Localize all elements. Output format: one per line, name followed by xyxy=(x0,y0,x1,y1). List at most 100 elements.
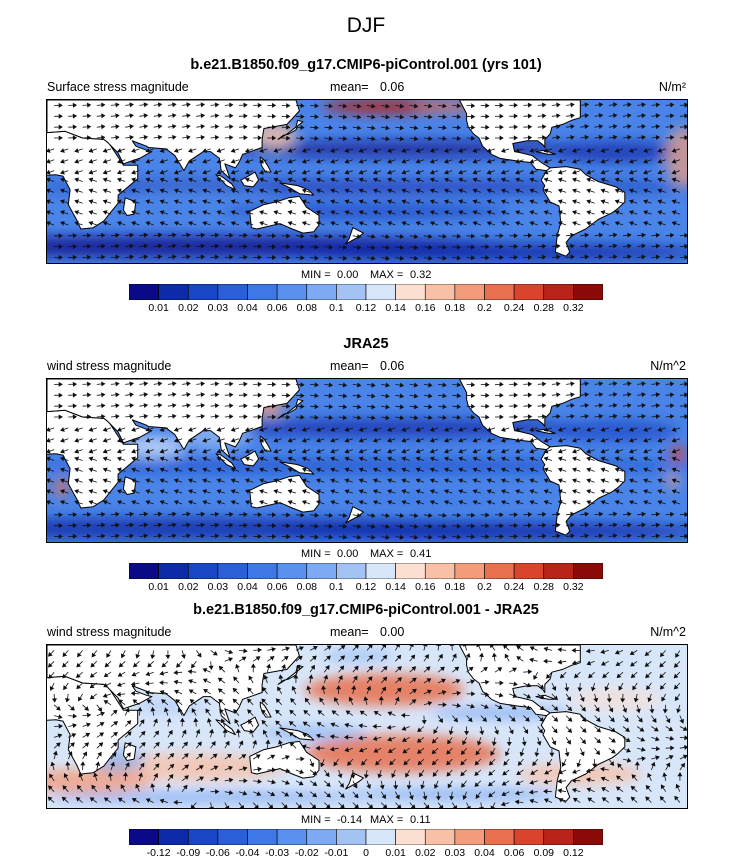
colorbar-tick-label: -0.01 xyxy=(324,847,348,859)
colorbar-segment xyxy=(336,563,366,579)
colorbar-tick-label: 0.04 xyxy=(474,847,494,859)
colorbar-tick-label: 0.01 xyxy=(385,847,405,859)
colorbar-segment xyxy=(485,829,515,845)
colorbar-tick-label: 0.18 xyxy=(445,302,465,314)
colorbar-segment xyxy=(514,829,544,845)
colorbar-segment xyxy=(218,829,248,845)
page-title: DJF xyxy=(0,14,732,38)
colorbar-tick-label: 0.32 xyxy=(563,581,583,593)
colorbar-segment xyxy=(159,284,189,300)
colorbar-tick-label: 0.18 xyxy=(445,581,465,593)
colorbar-segment xyxy=(248,563,278,579)
colorbar-segment xyxy=(188,829,218,845)
mean-label: mean= xyxy=(330,80,369,94)
colorbar-segment xyxy=(159,829,189,845)
colorbar-segment xyxy=(485,284,515,300)
colorbar-tick-label: 0.16 xyxy=(415,302,435,314)
colorbar-segment xyxy=(544,284,574,300)
wind-vector-head xyxy=(685,415,688,419)
panel-variable-label: Surface stress magnitude xyxy=(47,80,189,94)
colorbar-segment xyxy=(425,563,455,579)
colorbar-tick-label: 0.12 xyxy=(356,302,376,314)
max-value: 0.32 xyxy=(410,269,431,281)
panel-title: b.e21.B1850.f09_g17.CMIP6-piControl.001 … xyxy=(0,602,732,618)
colorbar-segment xyxy=(514,284,544,300)
colorbar-tick-label: -0.02 xyxy=(295,847,319,859)
colorbar-segment xyxy=(248,829,278,845)
colorbar-segment xyxy=(307,284,337,300)
colorbar-tick-label: 0.03 xyxy=(208,581,228,593)
colorbar-tick-label: 0.16 xyxy=(415,581,435,593)
colorbar-segment xyxy=(129,563,159,579)
colorbar-segment xyxy=(366,829,396,845)
colorbar-tick-label: 0.12 xyxy=(563,847,583,859)
colorbar-segment xyxy=(544,829,574,845)
panel-title: b.e21.B1850.f09_g17.CMIP6-piControl.001 … xyxy=(0,57,732,73)
max-value: 0.41 xyxy=(410,548,431,560)
colorbar-segment xyxy=(485,563,515,579)
min-value: 0.00 xyxy=(337,548,358,560)
wind-vector-head xyxy=(685,524,688,528)
colorbar-segment xyxy=(277,563,307,579)
wind-vector-head xyxy=(685,746,688,750)
colorbar-tick-label: 0.02 xyxy=(178,581,198,593)
min-label: MIN = xyxy=(301,548,331,560)
colorbar-segment xyxy=(218,563,248,579)
colorbar-tick-label: 0.04 xyxy=(237,302,257,314)
colorbar-tick-label: 0 xyxy=(363,847,369,859)
colorbar-tick-label: -0.06 xyxy=(206,847,230,859)
colorbar-tick-label: 0.2 xyxy=(477,302,492,314)
colorbar-segment xyxy=(218,284,248,300)
mean-label: mean= xyxy=(330,625,369,639)
min-value: -0.14 xyxy=(337,814,362,826)
min-label: MIN = xyxy=(301,814,331,826)
colorbar-tick-label: -0.09 xyxy=(176,847,200,859)
colorbar-segment xyxy=(307,829,337,845)
wind-vector-head xyxy=(685,114,688,118)
wind-vector-head xyxy=(437,644,441,646)
field-patch xyxy=(571,688,660,710)
colorbar-segment xyxy=(129,284,159,300)
colorbar-tick-label: -0.04 xyxy=(236,847,260,859)
colorbar-tick-label: 0.02 xyxy=(415,847,435,859)
colorbar-tick-label: -0.03 xyxy=(265,847,289,859)
panel-variable-label: wind stress magnitude xyxy=(47,359,171,373)
colorbar-tick-label: 0.02 xyxy=(178,302,198,314)
colorbar-tick-label: 0.09 xyxy=(534,847,554,859)
field-patch xyxy=(278,243,688,262)
colorbar-segment xyxy=(425,284,455,300)
field-patch xyxy=(349,789,562,800)
colorbar-segment xyxy=(425,829,455,845)
wind-vector-head xyxy=(480,807,484,809)
colorbar-tick-label: 0.1 xyxy=(329,302,344,314)
colorbar-tick-label: 0.14 xyxy=(385,581,405,593)
colorbar-segment xyxy=(396,284,426,300)
colorbar-segment xyxy=(336,829,366,845)
panel-variable-label: wind stress magnitude xyxy=(47,625,171,639)
wind-vector-head xyxy=(685,234,688,238)
colorbar-segment xyxy=(573,284,603,300)
wind-vector-head xyxy=(685,404,688,408)
units-label: N/m^2 xyxy=(650,359,686,373)
colorbar-tick-label: 0.06 xyxy=(267,302,287,314)
colorbar-tick-label: 0.24 xyxy=(504,302,524,314)
map-panel xyxy=(46,99,688,264)
colorbar-tick-label: 0.12 xyxy=(356,581,376,593)
colorbar-tick-label: 0.14 xyxy=(385,302,405,314)
colorbar-tick-label: 0.06 xyxy=(504,847,524,859)
wind-vector-head xyxy=(210,807,214,809)
colorbar-segment xyxy=(573,563,603,579)
max-label: MAX = xyxy=(370,814,403,826)
colorbar-segment xyxy=(277,284,307,300)
colorbar-tick-label: 0.24 xyxy=(504,581,524,593)
units-label: N/m² xyxy=(659,80,686,94)
colorbar-tick-label: 0.01 xyxy=(148,302,168,314)
mean-label: mean= xyxy=(330,359,369,373)
field-patch xyxy=(54,478,68,497)
map-panel xyxy=(46,378,688,543)
colorbar-segment xyxy=(514,563,544,579)
colorbar-segment xyxy=(159,563,189,579)
colorbar-tick-label: 0.06 xyxy=(267,581,287,593)
colorbar-tick-label: 0.01 xyxy=(148,581,168,593)
colorbar-segment xyxy=(188,563,218,579)
